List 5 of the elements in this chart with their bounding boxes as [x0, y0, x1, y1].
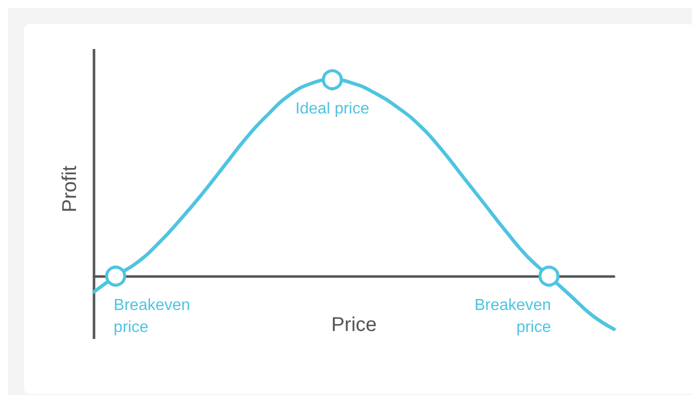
annotation: Breakeven price	[114, 297, 190, 336]
annotation: Ideal price	[295, 100, 370, 118]
y-axis-title: Profit	[59, 165, 81, 212]
x-axis-title: Price	[331, 314, 377, 336]
annotation: Breakeven price	[474, 297, 552, 336]
